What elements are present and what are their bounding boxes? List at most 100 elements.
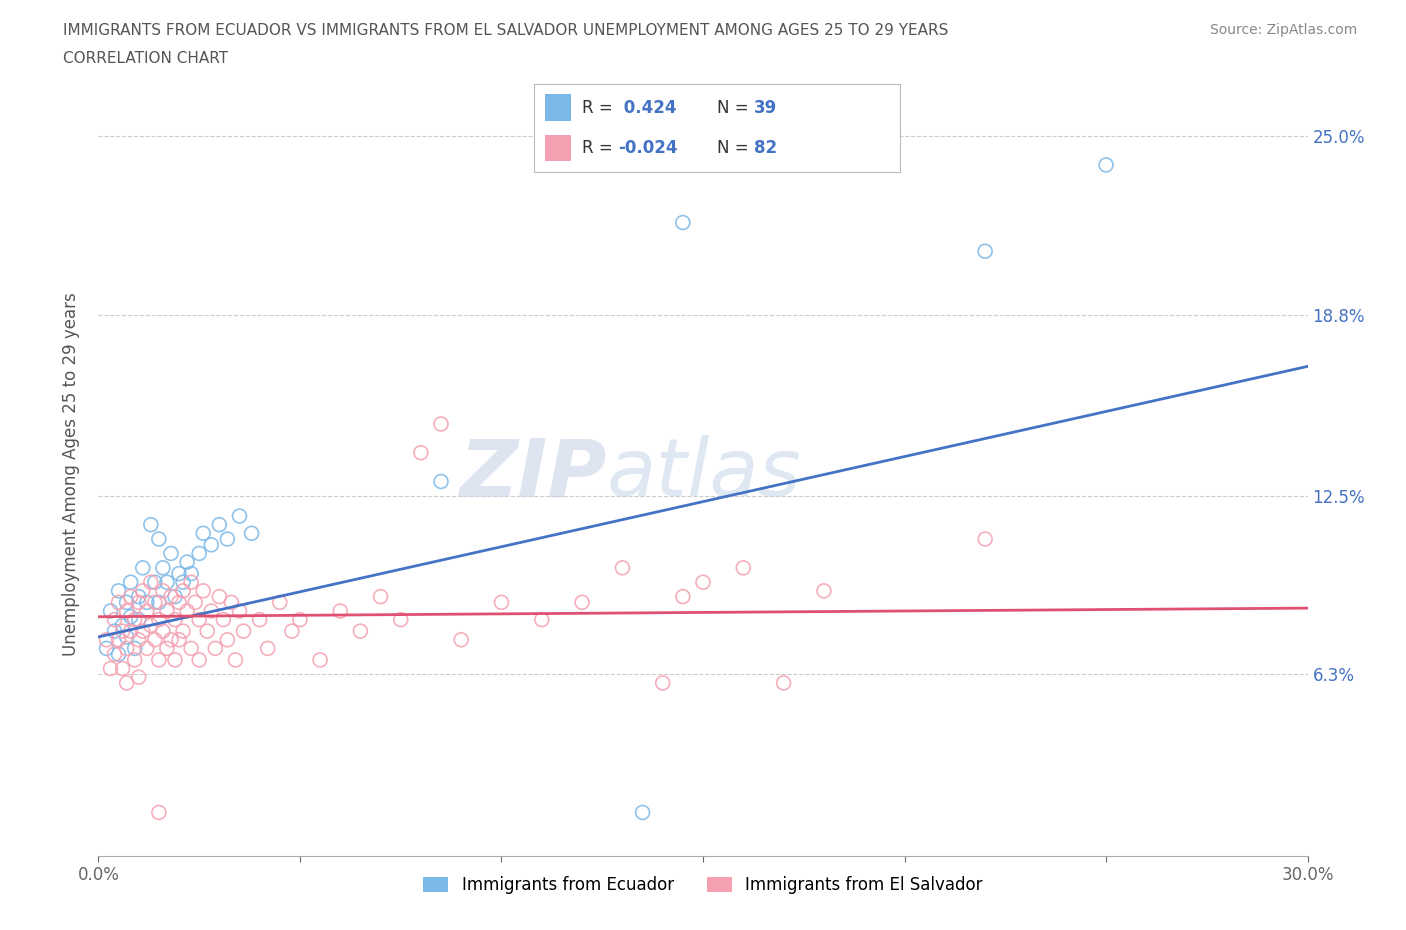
Point: [208, 517, 231, 532]
Point: [103, 646, 125, 661]
Point: [167, 566, 190, 581]
Text: R =: R =: [582, 99, 617, 116]
Point: [128, 632, 150, 647]
Text: 39: 39: [754, 99, 778, 116]
Point: [148, 532, 170, 547]
Point: [107, 595, 129, 610]
Text: IMMIGRANTS FROM ECUADOR VS IMMIGRANTS FROM EL SALVADOR UNEMPLOYMENT AMONG AGES 2: IMMIGRANTS FROM ECUADOR VS IMMIGRANTS FR…: [63, 23, 949, 38]
Point: [139, 618, 162, 632]
Point: [1095, 157, 1118, 172]
Point: [491, 595, 513, 610]
Point: [167, 632, 190, 647]
Point: [163, 590, 186, 604]
Point: [772, 675, 794, 690]
Point: [813, 583, 835, 598]
Point: [143, 575, 166, 590]
Text: Source: ZipAtlas.com: Source: ZipAtlas.com: [1209, 23, 1357, 37]
Point: [107, 583, 129, 598]
Point: [160, 590, 183, 604]
Text: 0.424: 0.424: [619, 99, 676, 116]
Point: [152, 561, 174, 576]
Text: atlas: atlas: [606, 435, 801, 513]
Point: [672, 215, 695, 230]
Point: [249, 612, 271, 627]
Text: CORRELATION CHART: CORRELATION CHART: [63, 51, 228, 66]
Point: [221, 595, 243, 610]
Point: [176, 604, 198, 618]
Point: [217, 632, 239, 647]
Point: [651, 675, 673, 690]
Point: [120, 624, 142, 639]
Point: [281, 624, 304, 639]
Point: [180, 641, 202, 656]
Point: [156, 575, 179, 590]
Point: [132, 624, 155, 639]
Text: N =: N =: [717, 99, 754, 116]
Point: [184, 595, 207, 610]
Text: N =: N =: [717, 140, 754, 157]
Point: [111, 624, 134, 639]
Point: [111, 661, 134, 676]
Legend: Immigrants from Ecuador, Immigrants from El Salvador: Immigrants from Ecuador, Immigrants from…: [416, 870, 990, 900]
Text: -0.024: -0.024: [619, 140, 678, 157]
Point: [120, 609, 142, 624]
Point: [124, 653, 146, 668]
Point: [156, 641, 179, 656]
Point: [188, 546, 211, 561]
Point: [228, 604, 250, 618]
Point: [430, 417, 453, 432]
Point: [115, 630, 138, 644]
Point: [135, 641, 157, 656]
Point: [128, 670, 150, 684]
Point: [195, 624, 218, 639]
Point: [135, 595, 157, 610]
Point: [156, 604, 179, 618]
Point: [180, 575, 202, 590]
Y-axis label: Unemployment Among Ages 25 to 29 years: Unemployment Among Ages 25 to 29 years: [62, 292, 80, 657]
Point: [100, 604, 122, 618]
Point: [160, 546, 183, 561]
Point: [269, 595, 291, 610]
Point: [115, 595, 138, 610]
Text: ZIP: ZIP: [458, 435, 606, 513]
Point: [188, 653, 211, 668]
Point: [96, 632, 118, 647]
Point: [135, 604, 157, 618]
Point: [107, 646, 129, 661]
Point: [200, 604, 222, 618]
Point: [172, 583, 194, 598]
Point: [571, 595, 593, 610]
Point: [309, 653, 332, 668]
Point: [193, 583, 215, 598]
Point: [212, 612, 235, 627]
Point: [148, 612, 170, 627]
Point: [240, 525, 263, 540]
Point: [167, 595, 190, 610]
Point: [450, 632, 472, 647]
Bar: [546, 94, 571, 121]
Text: 82: 82: [754, 140, 776, 157]
Point: [152, 583, 174, 598]
Point: [208, 590, 231, 604]
Point: [115, 604, 138, 618]
Point: [120, 590, 142, 604]
Point: [163, 612, 186, 627]
Point: [132, 583, 155, 598]
Point: [329, 604, 352, 618]
Point: [232, 624, 254, 639]
Point: [228, 509, 250, 524]
Point: [100, 661, 122, 676]
Point: [612, 561, 634, 576]
Point: [256, 641, 278, 656]
Point: [148, 595, 170, 610]
Point: [143, 632, 166, 647]
Point: [115, 675, 138, 690]
Point: [139, 517, 162, 532]
Point: [672, 590, 695, 604]
Point: [160, 632, 183, 647]
Point: [111, 618, 134, 632]
Point: [733, 561, 755, 576]
Point: [217, 532, 239, 547]
Point: [152, 624, 174, 639]
Point: [139, 575, 162, 590]
